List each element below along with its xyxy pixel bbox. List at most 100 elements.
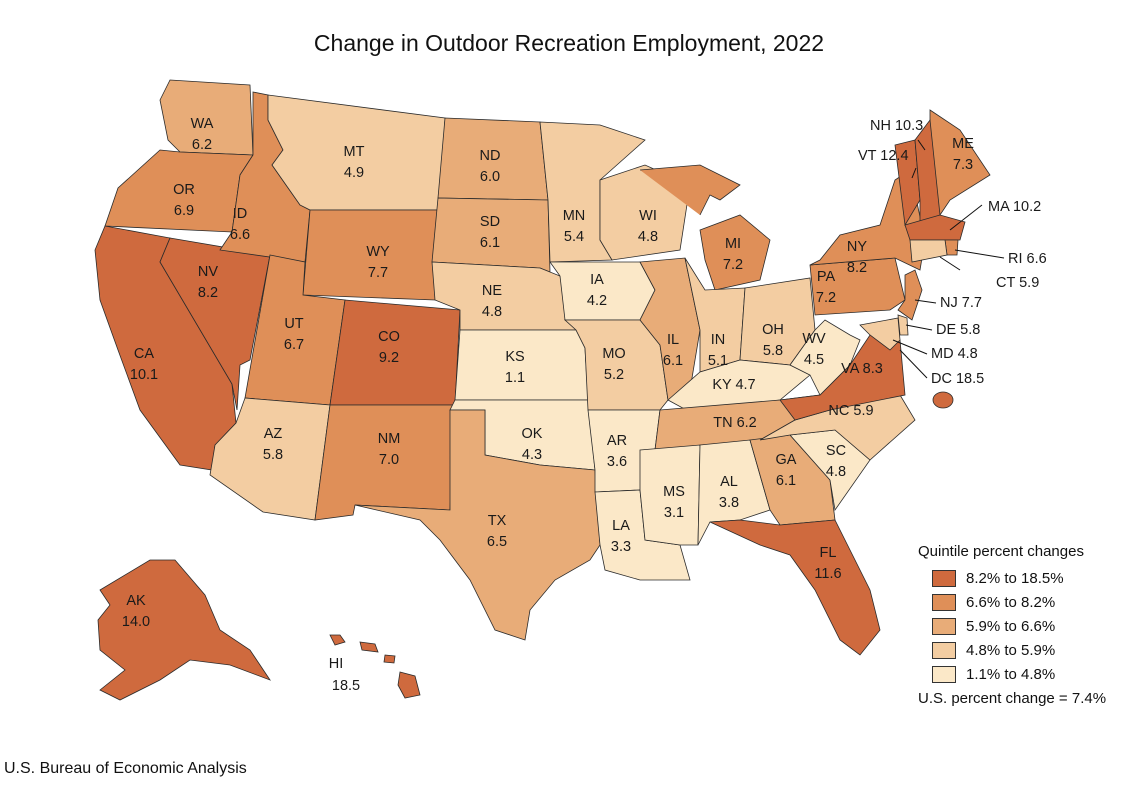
state-tx: [354, 409, 601, 641]
state-value-nd: 6.0: [480, 169, 500, 185]
state-value-mn: 5.4: [564, 229, 584, 245]
state-value-al: 3.8: [719, 495, 739, 511]
state-value-ut: 6.7: [284, 337, 304, 353]
state-abbr-fl: FL: [820, 545, 837, 561]
state-abbr-wi: WI: [639, 208, 657, 224]
callout-line-ri: [954, 249, 1005, 259]
state-label-ct: CT 5.9: [996, 275, 1039, 291]
legend-title: Quintile percent changes: [918, 543, 1084, 560]
state-value-wv: 4.5: [804, 352, 824, 368]
state-value-ks: 1.1: [505, 370, 525, 386]
state-value-fl: 11.6: [814, 566, 841, 582]
state-value-pa: 7.2: [816, 290, 836, 306]
state-wv: [789, 319, 861, 396]
legend-swatch: [932, 641, 956, 659]
state-abbr-az: AZ: [264, 426, 283, 442]
state-abbr-hi: HI: [329, 656, 344, 672]
state-abbr-in: IN: [711, 332, 726, 348]
state-abbr-wv: WV: [802, 331, 826, 347]
state-abbr-mo: MO: [602, 346, 625, 362]
state-value-az: 5.8: [263, 447, 283, 463]
state-value-mo: 5.2: [604, 367, 624, 383]
state-abbr-ks: KS: [505, 349, 524, 365]
state-ia: [549, 261, 656, 321]
state-value-or: 6.9: [174, 203, 194, 219]
legend-item: 1.1% to 4.8%: [918, 662, 1133, 686]
callout-line-md: [892, 339, 928, 355]
state-ma: [904, 214, 966, 241]
state-value-la: 3.3: [611, 539, 631, 555]
state-abbr-co: CO: [378, 329, 400, 345]
state-labels: WA 6.2 OR 6.9 CA 10.1 NV 8.2 ID 6.6 MT 4.9 WY 7.7 UT 6.…: [122, 116, 1047, 694]
state-value-wi: 4.8: [638, 229, 658, 245]
state-abbr-ia: IA: [590, 272, 604, 288]
state-abbr-nm: NM: [378, 431, 401, 447]
state-value-nm: 7.0: [379, 452, 399, 468]
state-value-ga: 6.1: [776, 473, 796, 489]
legend-item: 4.8% to 5.9%: [918, 638, 1133, 662]
legend-swatch: [932, 593, 956, 611]
state-ak: [97, 559, 272, 701]
state-label-va: VA 8.3: [841, 361, 883, 377]
state-label-ma: MA 10.2: [988, 199, 1041, 215]
state-nj: [897, 269, 923, 321]
state-abbr-me: ME: [952, 136, 974, 152]
callout-line-vt: [911, 167, 917, 179]
callout-line-ma: [949, 204, 983, 231]
state-abbr-nv: NV: [198, 264, 218, 280]
legend-item: 8.2% to 18.5%: [918, 566, 1133, 590]
state-value-il: 6.1: [663, 353, 683, 369]
state-abbr-or: OR: [173, 182, 195, 198]
us-percent-change: U.S. percent change = 7.4%: [918, 690, 1107, 707]
state-abbr-oh: OH: [762, 322, 784, 338]
state-value-mt: 4.9: [344, 165, 364, 181]
state-label-ri: RI 6.6: [1008, 251, 1047, 267]
state-abbr-sc: SC: [826, 443, 846, 459]
state-abbr-mi: MI: [725, 236, 741, 252]
callout-line-dc: [899, 349, 928, 379]
legend-swatch: [932, 569, 956, 587]
state-ks: [454, 329, 589, 401]
callout-line-ct: [939, 256, 961, 271]
state-value-oh: 5.8: [763, 343, 783, 359]
state-value-ar: 3.6: [607, 454, 627, 470]
state-value-ak: 14.0: [122, 614, 150, 630]
state-abbr-la: LA: [612, 518, 630, 534]
state-value-ne: 4.8: [482, 304, 502, 320]
state-abbr-ok: OK: [522, 426, 543, 442]
state-abbr-ca: CA: [134, 346, 154, 362]
state-hi: [329, 634, 421, 699]
state-value-hi: 18.5: [332, 678, 360, 694]
state-abbr-wy: WY: [366, 244, 390, 260]
legend-item: 6.6% to 8.2%: [918, 590, 1133, 614]
source-credit: U.S. Bureau of Economic Analysis: [4, 760, 247, 777]
state-value-nv: 8.2: [198, 285, 218, 301]
state-value-tx: 6.5: [487, 534, 507, 550]
legend-swatch: [932, 665, 956, 683]
state-value-me: 7.3: [953, 157, 973, 173]
state-abbr-tx: TX: [488, 513, 507, 529]
callout-line-de: [905, 324, 933, 331]
state-value-in: 5.1: [708, 353, 728, 369]
state-label-ky: KY 4.7: [712, 377, 755, 393]
state-value-co: 9.2: [379, 350, 399, 366]
state-label-nj: NJ 7.7: [940, 295, 982, 311]
state-label-tn: TN 6.2: [713, 415, 757, 431]
legend-label: 4.8% to 5.9%: [966, 641, 1056, 659]
legend-label: 1.1% to 4.8%: [966, 665, 1056, 683]
callout-line-nj: [914, 299, 937, 304]
state-md: [859, 317, 901, 351]
state-value-wa: 6.2: [192, 137, 212, 153]
state-value-id: 6.6: [230, 227, 250, 243]
state-value-ia: 4.2: [587, 293, 607, 309]
map-title: Change in Outdoor Recreation Employment,…: [313, 30, 825, 56]
state-value-mi: 7.2: [723, 257, 743, 273]
state-abbr-id: ID: [233, 206, 248, 222]
callout-line-nh: [917, 139, 926, 151]
state-abbr-al: AL: [720, 474, 738, 490]
state-value-ca: 10.1: [130, 367, 158, 383]
state-abbr-nd: ND: [480, 148, 501, 164]
state-abbr-ut: UT: [284, 316, 303, 332]
state-abbr-ak: AK: [126, 593, 146, 609]
